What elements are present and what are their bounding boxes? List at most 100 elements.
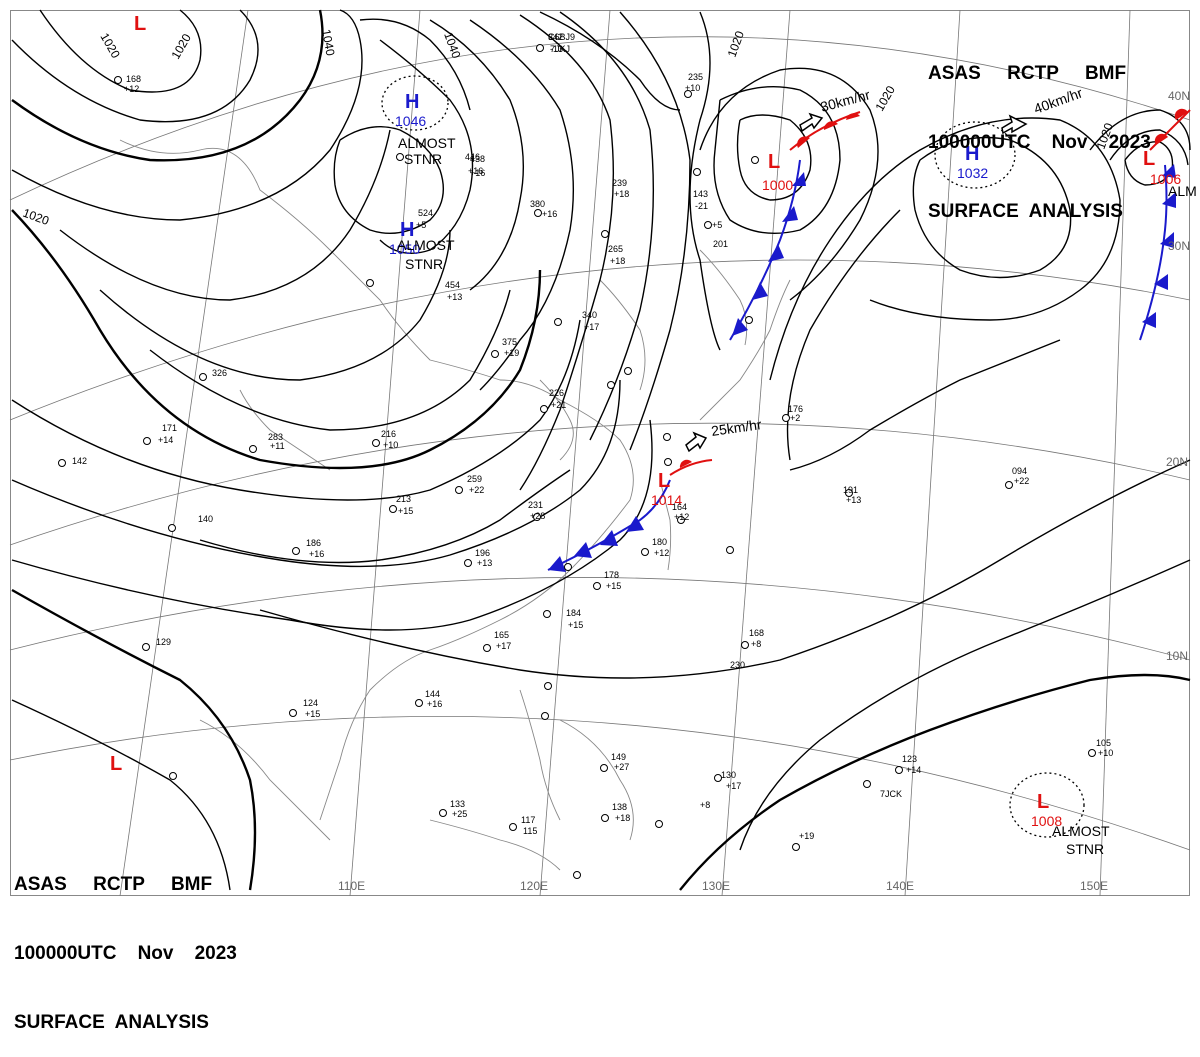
station-value: +13 (846, 495, 861, 505)
station-value: +15 (305, 709, 320, 719)
station-value: 259 (467, 474, 482, 484)
high-center-symbol: H (965, 143, 979, 165)
lon-label: 140E (886, 879, 914, 893)
station-value: 164 (672, 502, 687, 512)
header-time: 100000UTC Nov 2023 (14, 943, 237, 964)
chart-header-top: ASAS RCTP BMF 100000UTC Nov 2023 SURFACE… (928, 16, 1151, 246)
cold-front-2 (729, 159, 806, 341)
low-center-symbol: L (1037, 791, 1049, 813)
station-value: +10 (383, 440, 398, 450)
lat-label: 20N (1166, 455, 1188, 469)
station-value: 265 (608, 244, 623, 254)
high-center-symbol: H (405, 91, 419, 113)
station-value: 171 (162, 423, 177, 433)
cold-front-1 (547, 479, 671, 572)
low-center-symbol: L (658, 470, 670, 492)
station-value: +5 (712, 220, 722, 230)
station-value: 180 (652, 537, 667, 547)
station-value: +8 (751, 639, 761, 649)
station-value: +13 (477, 558, 492, 568)
station-value: C6BJ9 (548, 32, 575, 42)
station-value: +18 (614, 189, 629, 199)
station-value: 7JKJ (550, 44, 570, 54)
station-value: +11 (270, 441, 285, 451)
center-circles (381, 75, 1085, 838)
motion-arrows (685, 112, 1028, 453)
station-value: 178 (604, 570, 619, 580)
speed-label: 25km/hr (710, 416, 763, 439)
station-value: 454 (445, 280, 460, 290)
header-agency: ASAS RCTP BMF (14, 874, 213, 895)
isobar-label: 1020 (725, 29, 747, 59)
station-value: +15 (606, 581, 621, 591)
station-value: +22 (1014, 476, 1029, 486)
station-value: +10 (1098, 748, 1113, 758)
station-value: 168 (126, 74, 141, 84)
station-value: +12 (124, 84, 139, 94)
station-value: +2 (790, 413, 800, 423)
header-time: 100000UTC Nov 2023 (928, 132, 1151, 153)
station-value: 129 (156, 637, 171, 647)
lat-label: 10N (1166, 649, 1188, 663)
warm-front-1 (669, 459, 713, 476)
station-value: +8 (700, 800, 710, 810)
almost-stnr-label: ALMOST (1052, 823, 1110, 839)
almost-stnr-label: STNR (1066, 841, 1104, 857)
isobar-label: 1020 (168, 31, 194, 61)
lat-label: 30N (1168, 239, 1190, 253)
station-value: -21 (695, 201, 708, 211)
station-value: 140 (198, 514, 213, 524)
station-value: 133 (450, 799, 465, 809)
station-value: 196 (475, 548, 490, 558)
station-value: 105 (1096, 738, 1111, 748)
station-markers (58, 44, 1096, 879)
pressure-centers: H 1046 H 1050 H 1032 L 1000 L 1014 L 100… (110, 13, 1181, 829)
warm-front-2 (789, 111, 861, 151)
station-value: 094 (1012, 466, 1027, 476)
station-value: 184 (566, 608, 581, 618)
station-value: 168 (749, 628, 764, 638)
station-value: +18 (610, 256, 625, 266)
coastlines (119, 139, 791, 871)
almost-stnr-label: ALM (1168, 183, 1197, 199)
almost-stnr-label: ALMOST (397, 237, 455, 253)
header-title: SURFACE ANALYSIS (928, 201, 1123, 222)
station-value: +12 (654, 548, 669, 558)
station-value: 191 (843, 485, 858, 495)
low-center-symbol: L (768, 151, 780, 173)
station-value: 216 (381, 429, 396, 439)
station-value: 283 (268, 432, 283, 442)
high-center-value: 1046 (395, 113, 426, 129)
lon-label: 130E (702, 879, 730, 893)
station-value: +18 (615, 813, 630, 823)
station-value: 213 (396, 494, 411, 504)
high-center-value: 1050 (389, 241, 420, 257)
station-value: +19 (799, 831, 814, 841)
low-center-value: 1006 (1150, 171, 1181, 187)
station-value: 438 (470, 154, 485, 164)
lat-label: 40N (1168, 89, 1190, 103)
high-center-symbol: H (400, 219, 414, 241)
low-center-value: 1008 (1031, 813, 1062, 829)
speed-label: 30km/hr (819, 86, 872, 115)
station-value: +16 (470, 168, 485, 178)
station-value: 138 (612, 802, 627, 812)
low-center-value: 1000 (762, 177, 793, 193)
isobar-label: 1020 (97, 31, 123, 61)
map-frame (10, 10, 1190, 896)
station-value: 235 (688, 72, 703, 82)
station-value: 231 (528, 500, 543, 510)
station-value: 186 (306, 538, 321, 548)
station-value: +12 (674, 512, 689, 522)
station-value: 230 (730, 660, 745, 670)
station-value: 201 (713, 239, 728, 249)
station-value: 239 (612, 178, 627, 188)
station-value: 326 (212, 368, 227, 378)
header-title: SURFACE ANALYSIS (14, 1012, 209, 1033)
station-value: 226 (549, 388, 564, 398)
station-value: 524 (418, 208, 433, 218)
graticule (9, 9, 1191, 897)
header-agency: ASAS RCTP BMF (928, 63, 1127, 84)
station-value: 143 (693, 189, 708, 199)
station-value: +17 (584, 322, 599, 332)
